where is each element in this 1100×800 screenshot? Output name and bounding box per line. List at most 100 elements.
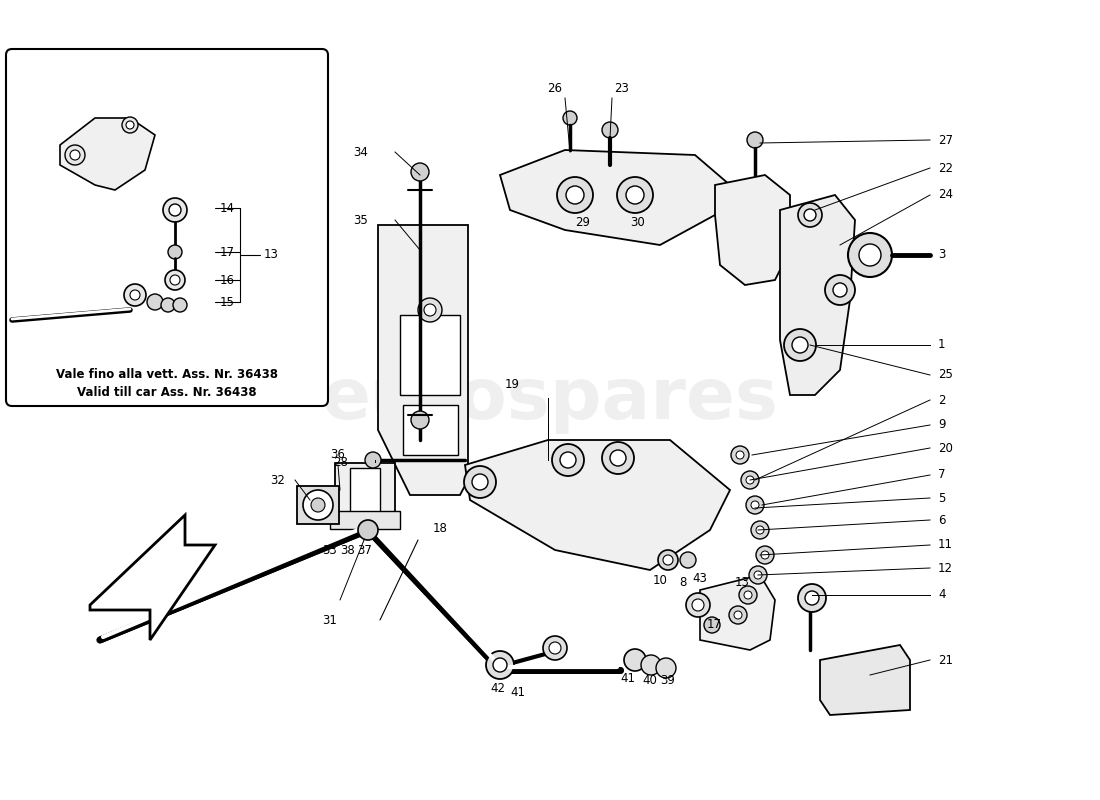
Text: 32: 32 xyxy=(271,474,285,486)
Text: 22: 22 xyxy=(938,162,953,174)
Text: 25: 25 xyxy=(938,369,953,382)
Circle shape xyxy=(746,496,764,514)
Circle shape xyxy=(734,611,742,619)
Text: 9: 9 xyxy=(938,418,946,431)
Text: 27: 27 xyxy=(938,134,953,146)
Circle shape xyxy=(754,571,762,579)
Circle shape xyxy=(641,655,661,675)
Polygon shape xyxy=(465,440,730,570)
Circle shape xyxy=(493,658,507,672)
Polygon shape xyxy=(378,225,468,495)
Bar xyxy=(336,462,395,518)
Text: 3: 3 xyxy=(938,249,945,262)
Text: 39: 39 xyxy=(661,674,675,686)
Text: 7: 7 xyxy=(938,469,946,482)
Circle shape xyxy=(805,591,820,605)
Polygon shape xyxy=(60,118,155,190)
Circle shape xyxy=(833,283,847,297)
Circle shape xyxy=(739,586,757,604)
Text: 36: 36 xyxy=(331,449,345,462)
Text: 23: 23 xyxy=(615,82,629,94)
Text: 26: 26 xyxy=(548,82,562,94)
Circle shape xyxy=(761,551,769,559)
Text: 12: 12 xyxy=(938,562,953,574)
Circle shape xyxy=(602,442,634,474)
Circle shape xyxy=(624,649,646,671)
Text: 40: 40 xyxy=(642,674,658,686)
Circle shape xyxy=(161,298,175,312)
Circle shape xyxy=(549,642,561,654)
Circle shape xyxy=(784,329,816,361)
Text: 37: 37 xyxy=(358,543,373,557)
Text: 18: 18 xyxy=(433,522,448,534)
Circle shape xyxy=(680,552,696,568)
Circle shape xyxy=(741,471,759,489)
Circle shape xyxy=(566,186,584,204)
Text: 10: 10 xyxy=(652,574,668,586)
Text: 1: 1 xyxy=(938,338,946,351)
Circle shape xyxy=(122,117,138,133)
Circle shape xyxy=(165,270,185,290)
Circle shape xyxy=(560,452,576,468)
Text: 41: 41 xyxy=(620,671,636,685)
Circle shape xyxy=(486,651,514,679)
Text: 35: 35 xyxy=(353,214,369,226)
Circle shape xyxy=(472,474,488,490)
Polygon shape xyxy=(90,515,214,640)
Text: 30: 30 xyxy=(630,215,646,229)
Bar xyxy=(297,486,339,524)
Circle shape xyxy=(751,521,769,539)
Circle shape xyxy=(563,111,578,125)
Circle shape xyxy=(163,198,187,222)
Polygon shape xyxy=(700,575,776,650)
Circle shape xyxy=(610,450,626,466)
Circle shape xyxy=(747,132,763,148)
Bar xyxy=(330,511,400,529)
Circle shape xyxy=(602,122,618,138)
Circle shape xyxy=(170,275,180,285)
FancyBboxPatch shape xyxy=(6,49,328,406)
Text: 41: 41 xyxy=(510,686,526,698)
Circle shape xyxy=(130,290,140,300)
Polygon shape xyxy=(780,195,855,395)
Text: 31: 31 xyxy=(322,614,338,626)
Text: 17: 17 xyxy=(220,246,235,258)
Circle shape xyxy=(656,658,676,678)
Text: Vale fino alla vett. Ass. Nr. 36438: Vale fino alla vett. Ass. Nr. 36438 xyxy=(56,369,278,382)
Text: 4: 4 xyxy=(938,589,946,602)
Circle shape xyxy=(798,203,822,227)
Text: 2: 2 xyxy=(938,394,946,406)
Circle shape xyxy=(311,498,324,512)
Circle shape xyxy=(411,411,429,429)
Circle shape xyxy=(617,177,653,213)
Circle shape xyxy=(658,550,678,570)
Circle shape xyxy=(464,466,496,498)
Text: 5: 5 xyxy=(938,491,945,505)
Text: 8: 8 xyxy=(680,575,686,589)
Circle shape xyxy=(704,617,720,633)
Text: 15: 15 xyxy=(220,295,235,309)
Text: eurospares: eurospares xyxy=(321,366,779,434)
Text: 28: 28 xyxy=(333,455,348,469)
Circle shape xyxy=(736,451,744,459)
Circle shape xyxy=(147,294,163,310)
Text: 19: 19 xyxy=(505,378,520,391)
Circle shape xyxy=(751,501,759,509)
Text: 11: 11 xyxy=(938,538,953,551)
Circle shape xyxy=(557,177,593,213)
Text: 42: 42 xyxy=(491,682,506,694)
Text: 29: 29 xyxy=(575,215,591,229)
Polygon shape xyxy=(820,645,910,715)
Circle shape xyxy=(825,275,855,305)
Circle shape xyxy=(126,121,134,129)
Text: 6: 6 xyxy=(938,514,946,526)
Circle shape xyxy=(302,490,333,520)
Circle shape xyxy=(732,446,749,464)
Circle shape xyxy=(543,636,566,660)
Circle shape xyxy=(173,298,187,312)
Polygon shape xyxy=(500,150,730,245)
Circle shape xyxy=(859,244,881,266)
Circle shape xyxy=(358,520,378,540)
Text: 21: 21 xyxy=(938,654,953,666)
Text: 24: 24 xyxy=(938,189,953,202)
